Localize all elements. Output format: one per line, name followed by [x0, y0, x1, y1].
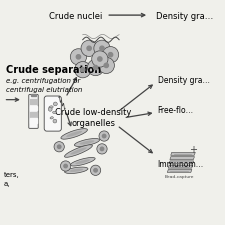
Circle shape — [64, 164, 67, 168]
Text: Bead-capture: Bead-capture — [164, 175, 194, 179]
Circle shape — [48, 107, 52, 111]
Circle shape — [54, 142, 64, 152]
Circle shape — [57, 145, 61, 148]
Text: Crude low-density: Crude low-density — [55, 108, 132, 117]
Text: a,: a, — [4, 181, 10, 187]
Circle shape — [100, 147, 104, 151]
Ellipse shape — [74, 139, 100, 146]
Text: +: + — [189, 145, 197, 155]
Circle shape — [88, 59, 104, 76]
Circle shape — [70, 49, 87, 65]
Ellipse shape — [50, 117, 53, 119]
Ellipse shape — [66, 131, 82, 137]
FancyBboxPatch shape — [44, 96, 61, 131]
Circle shape — [94, 40, 110, 56]
Circle shape — [98, 57, 114, 74]
Circle shape — [94, 169, 97, 172]
Circle shape — [92, 51, 108, 67]
Circle shape — [53, 102, 57, 106]
Ellipse shape — [49, 106, 53, 108]
Ellipse shape — [53, 111, 56, 114]
Circle shape — [53, 119, 57, 123]
Ellipse shape — [70, 147, 87, 155]
Ellipse shape — [70, 158, 95, 166]
Circle shape — [93, 65, 98, 70]
Polygon shape — [169, 161, 194, 164]
Ellipse shape — [75, 159, 90, 164]
Circle shape — [90, 165, 101, 176]
Ellipse shape — [65, 167, 88, 173]
Text: ters,: ters, — [4, 172, 19, 178]
Bar — [30, 112, 37, 117]
Circle shape — [108, 53, 113, 57]
Polygon shape — [171, 152, 195, 155]
Circle shape — [99, 131, 109, 141]
Text: Immunom…: Immunom… — [158, 160, 204, 169]
Text: e.g. centrifugation or: e.g. centrifugation or — [6, 78, 80, 84]
Ellipse shape — [65, 145, 92, 157]
Circle shape — [97, 144, 107, 154]
Ellipse shape — [61, 129, 88, 139]
Circle shape — [87, 46, 91, 50]
Circle shape — [100, 46, 104, 50]
Text: organelles: organelles — [71, 119, 115, 128]
Polygon shape — [168, 165, 193, 168]
Circle shape — [104, 63, 108, 68]
Circle shape — [98, 57, 102, 61]
Polygon shape — [170, 157, 194, 160]
Text: centrifugal elutriation: centrifugal elutriation — [6, 87, 82, 93]
Circle shape — [102, 134, 106, 138]
Bar — [30, 119, 37, 123]
Text: Free-flo…: Free-flo… — [158, 106, 194, 115]
Circle shape — [75, 62, 91, 78]
Polygon shape — [167, 169, 192, 172]
Text: Density gra…: Density gra… — [155, 12, 213, 21]
Text: Density gra…: Density gra… — [158, 76, 210, 85]
Ellipse shape — [69, 169, 83, 172]
Circle shape — [102, 47, 119, 63]
Circle shape — [76, 55, 81, 59]
Bar — [30, 106, 37, 110]
Text: Crude nuclei: Crude nuclei — [49, 12, 102, 21]
Ellipse shape — [79, 140, 94, 145]
Circle shape — [81, 40, 97, 56]
Bar — [31, 94, 36, 97]
Text: Crude separation: Crude separation — [6, 65, 101, 75]
Circle shape — [81, 68, 85, 72]
Circle shape — [61, 161, 71, 171]
FancyBboxPatch shape — [29, 94, 38, 128]
Bar — [30, 99, 37, 104]
